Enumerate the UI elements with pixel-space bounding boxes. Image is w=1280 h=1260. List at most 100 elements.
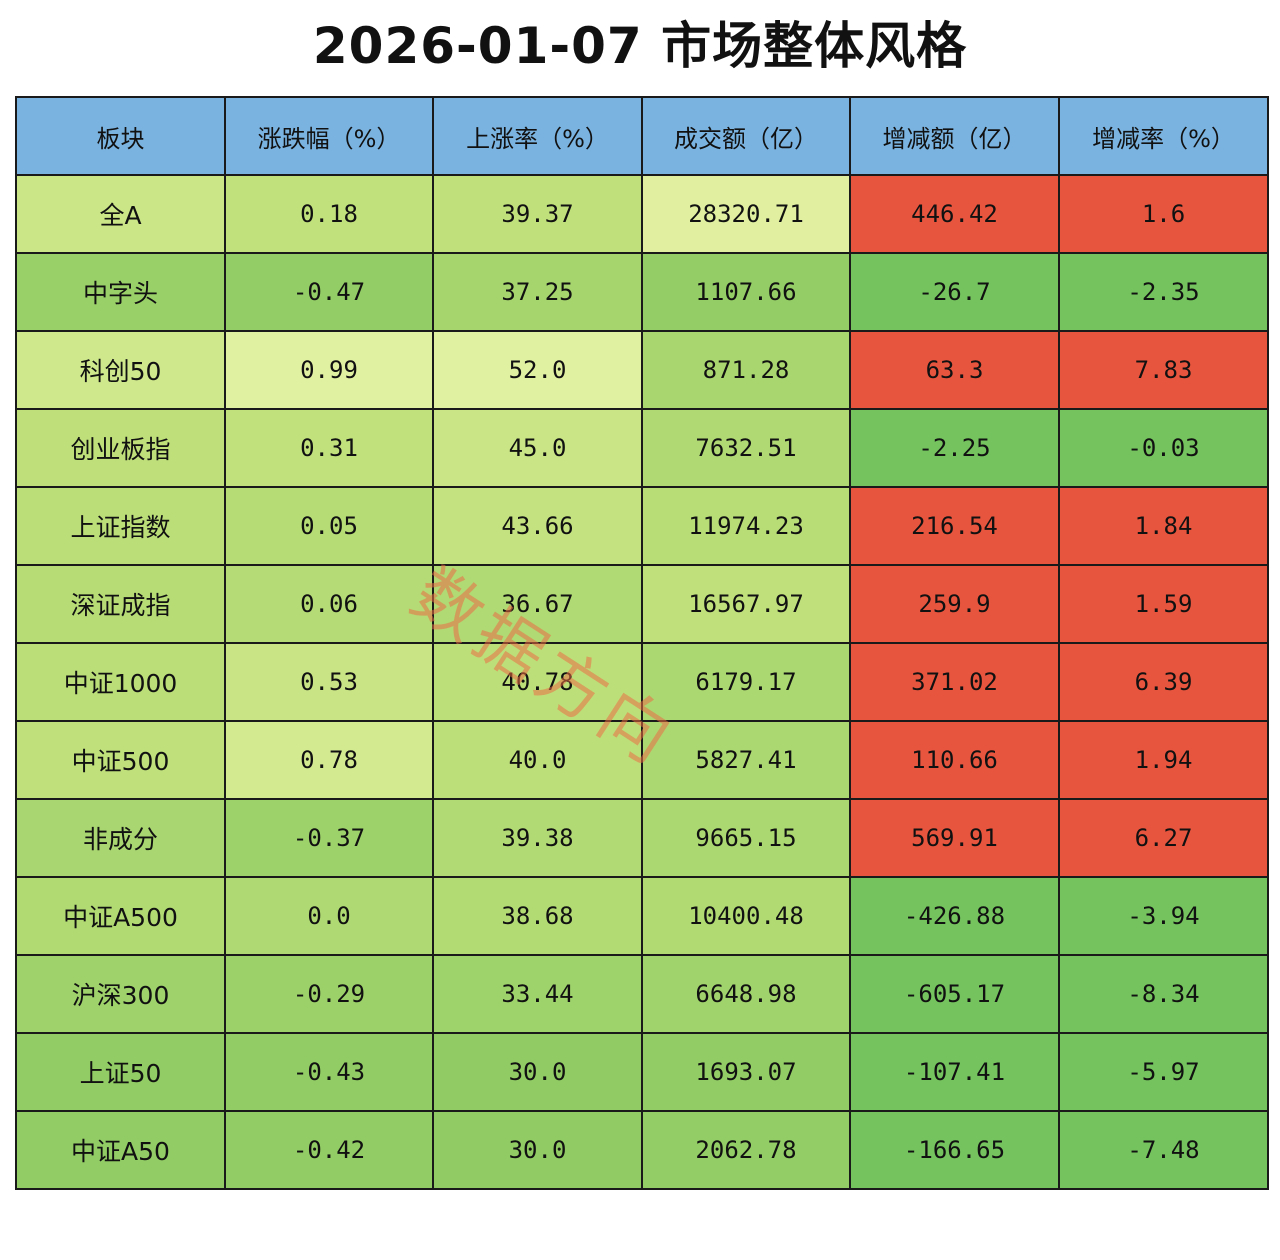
turnover-delta-cell: 110.66 bbox=[849, 720, 1060, 800]
turnover-delta-rate-cell: -0.03 bbox=[1058, 408, 1269, 488]
sector-cell: 创业板指 bbox=[15, 408, 226, 488]
header-change-pct: 涨跌幅（%） bbox=[224, 96, 434, 176]
turnover-delta-rate-cell: 6.27 bbox=[1058, 798, 1269, 878]
turnover-delta-cell: -426.88 bbox=[849, 876, 1060, 956]
turnover-cell: 10400.48 bbox=[641, 876, 851, 956]
change-pct-cell: 0.0 bbox=[224, 876, 434, 956]
change-pct-cell: 0.53 bbox=[224, 642, 434, 722]
turnover-delta-rate-cell: 1.94 bbox=[1058, 720, 1269, 800]
sector-cell: 深证成指 bbox=[15, 564, 226, 644]
turnover-delta-cell: -605.17 bbox=[849, 954, 1060, 1034]
sector-cell: 沪深300 bbox=[15, 954, 226, 1034]
turnover-cell: 2062.78 bbox=[641, 1110, 851, 1190]
change-pct-cell: -0.37 bbox=[224, 798, 434, 878]
table-body: 全A 0.18 39.37 28320.71 446.42 1.6 中字头 -0.47 37.2… bbox=[15, 174, 1269, 1190]
turnover-delta-cell: 216.54 bbox=[849, 486, 1060, 566]
rise-rate-cell: 39.38 bbox=[432, 798, 643, 878]
turnover-cell: 11974.23 bbox=[641, 486, 851, 566]
rise-rate-cell: 45.0 bbox=[432, 408, 643, 488]
turnover-delta-cell: -2.25 bbox=[849, 408, 1060, 488]
turnover-delta-rate-cell: 1.6 bbox=[1058, 174, 1269, 254]
sector-cell: 中证A50 bbox=[15, 1110, 226, 1190]
turnover-cell: 7632.51 bbox=[641, 408, 851, 488]
turnover-delta-rate-cell: -5.97 bbox=[1058, 1032, 1269, 1112]
sector-cell: 中证500 bbox=[15, 720, 226, 800]
turnover-cell: 871.28 bbox=[641, 330, 851, 410]
turnover-delta-cell: -107.41 bbox=[849, 1032, 1060, 1112]
change-pct-cell: 0.18 bbox=[224, 174, 434, 254]
change-pct-cell: -0.42 bbox=[224, 1110, 434, 1190]
rise-rate-cell: 38.68 bbox=[432, 876, 643, 956]
rise-rate-cell: 37.25 bbox=[432, 252, 643, 332]
sector-cell: 中字头 bbox=[15, 252, 226, 332]
rise-rate-cell: 30.0 bbox=[432, 1032, 643, 1112]
table-row: 科创50 0.99 52.0 871.28 63.3 7.83 bbox=[15, 330, 1269, 410]
turnover-delta-rate-cell: 1.84 bbox=[1058, 486, 1269, 566]
header-rise-rate: 上涨率（%） bbox=[432, 96, 643, 176]
market-style-table: 板块 涨跌幅（%） 上涨率（%） 成交额（亿） 增减额（亿） 增减率（%） 全A… bbox=[15, 96, 1269, 1190]
turnover-cell: 16567.97 bbox=[641, 564, 851, 644]
table-row: 非成分 -0.37 39.38 9665.15 569.91 6.27 bbox=[15, 798, 1269, 878]
turnover-delta-cell: 259.9 bbox=[849, 564, 1060, 644]
change-pct-cell: 0.31 bbox=[224, 408, 434, 488]
turnover-delta-cell: -166.65 bbox=[849, 1110, 1060, 1190]
table-row: 创业板指 0.31 45.0 7632.51 -2.25 -0.03 bbox=[15, 408, 1269, 488]
chart-title: 2026-01-07 市场整体风格 bbox=[312, 17, 968, 75]
turnover-delta-rate-cell: -7.48 bbox=[1058, 1110, 1269, 1190]
header-turnover-delta-rate: 增减率（%） bbox=[1058, 96, 1269, 176]
table-row: 深证成指 0.06 36.67 16567.97 259.9 1.59 bbox=[15, 564, 1269, 644]
sector-cell: 全A bbox=[15, 174, 226, 254]
turnover-delta-rate-cell: 6.39 bbox=[1058, 642, 1269, 722]
table-row: 上证50 -0.43 30.0 1693.07 -107.41 -5.97 bbox=[15, 1032, 1269, 1112]
table-header-row: 板块 涨跌幅（%） 上涨率（%） 成交额（亿） 增减额（亿） 增减率（%） bbox=[15, 96, 1269, 176]
rise-rate-cell: 52.0 bbox=[432, 330, 643, 410]
turnover-cell: 6648.98 bbox=[641, 954, 851, 1034]
turnover-delta-rate-cell: 7.83 bbox=[1058, 330, 1269, 410]
table-row: 中证500 0.78 40.0 5827.41 110.66 1.94 bbox=[15, 720, 1269, 800]
table-row: 中证A50 -0.42 30.0 2062.78 -166.65 -7.48 bbox=[15, 1110, 1269, 1190]
change-pct-cell: -0.47 bbox=[224, 252, 434, 332]
turnover-cell: 28320.71 bbox=[641, 174, 851, 254]
rise-rate-cell: 40.78 bbox=[432, 642, 643, 722]
turnover-delta-cell: 446.42 bbox=[849, 174, 1060, 254]
sector-cell: 中证A500 bbox=[15, 876, 226, 956]
table-row: 中证A500 0.0 38.68 10400.48 -426.88 -3.94 bbox=[15, 876, 1269, 956]
table-row: 全A 0.18 39.37 28320.71 446.42 1.6 bbox=[15, 174, 1269, 254]
table-row: 上证指数 0.05 43.66 11974.23 216.54 1.84 bbox=[15, 486, 1269, 566]
header-turnover-delta: 增减额（亿） bbox=[849, 96, 1060, 176]
change-pct-cell: 0.78 bbox=[224, 720, 434, 800]
header-turnover: 成交额（亿） bbox=[641, 96, 851, 176]
rise-rate-cell: 39.37 bbox=[432, 174, 643, 254]
rise-rate-cell: 36.67 bbox=[432, 564, 643, 644]
turnover-delta-rate-cell: -2.35 bbox=[1058, 252, 1269, 332]
turnover-delta-rate-cell: 1.59 bbox=[1058, 564, 1269, 644]
turnover-delta-rate-cell: -3.94 bbox=[1058, 876, 1269, 956]
sector-cell: 中证1000 bbox=[15, 642, 226, 722]
header-sector: 板块 bbox=[15, 96, 226, 176]
rise-rate-cell: 30.0 bbox=[432, 1110, 643, 1190]
change-pct-cell: 0.05 bbox=[224, 486, 434, 566]
table-row: 沪深300 -0.29 33.44 6648.98 -605.17 -8.34 bbox=[15, 954, 1269, 1034]
turnover-delta-cell: 569.91 bbox=[849, 798, 1060, 878]
turnover-delta-cell: 63.3 bbox=[849, 330, 1060, 410]
change-pct-cell: 0.99 bbox=[224, 330, 434, 410]
turnover-cell: 9665.15 bbox=[641, 798, 851, 878]
rise-rate-cell: 33.44 bbox=[432, 954, 643, 1034]
sector-cell: 上证指数 bbox=[15, 486, 226, 566]
sector-cell: 科创50 bbox=[15, 330, 226, 410]
table-row: 中证1000 0.53 40.78 6179.17 371.02 6.39 bbox=[15, 642, 1269, 722]
turnover-cell: 1693.07 bbox=[641, 1032, 851, 1112]
turnover-delta-rate-cell: -8.34 bbox=[1058, 954, 1269, 1034]
sector-cell: 非成分 bbox=[15, 798, 226, 878]
table-row: 中字头 -0.47 37.25 1107.66 -26.7 -2.35 bbox=[15, 252, 1269, 332]
rise-rate-cell: 43.66 bbox=[432, 486, 643, 566]
turnover-delta-cell: 371.02 bbox=[849, 642, 1060, 722]
turnover-delta-cell: -26.7 bbox=[849, 252, 1060, 332]
change-pct-cell: -0.29 bbox=[224, 954, 434, 1034]
change-pct-cell: -0.43 bbox=[224, 1032, 434, 1112]
sector-cell: 上证50 bbox=[15, 1032, 226, 1112]
turnover-cell: 5827.41 bbox=[641, 720, 851, 800]
turnover-cell: 1107.66 bbox=[641, 252, 851, 332]
change-pct-cell: 0.06 bbox=[224, 564, 434, 644]
turnover-cell: 6179.17 bbox=[641, 642, 851, 722]
